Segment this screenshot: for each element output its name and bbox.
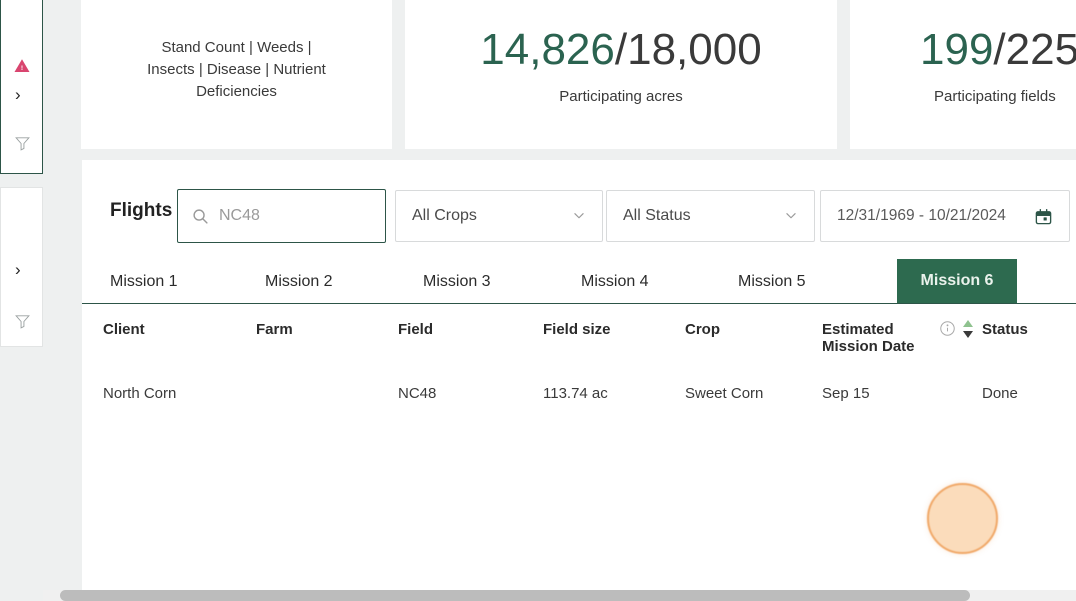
svg-text:!: ! bbox=[21, 65, 23, 72]
